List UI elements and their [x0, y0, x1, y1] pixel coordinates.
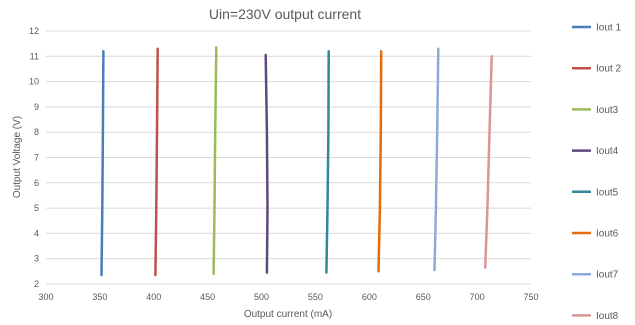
- legend-label: Iout8: [596, 311, 619, 322]
- x-tick-label: 650: [416, 292, 431, 302]
- y-tick-label: 7: [34, 153, 39, 163]
- series-line-1: [100, 49, 105, 277]
- series-line-8: [483, 55, 493, 269]
- legend-item: Iout5: [572, 187, 619, 198]
- legend-label: Iout5: [596, 187, 619, 198]
- legend-label: Iout 1: [596, 23, 621, 34]
- legend-item: Iout4: [572, 146, 619, 157]
- y-tick-label: 3: [34, 254, 39, 264]
- x-tick-label: 600: [362, 292, 377, 302]
- legend-item: Iout 1: [572, 23, 621, 34]
- x-tick-label: 700: [470, 292, 485, 302]
- legend-label: Iout4: [596, 146, 619, 157]
- chart-title: Uin=230V output current: [209, 6, 361, 22]
- x-tick-label: 750: [523, 292, 538, 302]
- y-tick-label: 6: [34, 178, 39, 188]
- legend-item: Iout7: [572, 270, 619, 281]
- y-tick-label: 4: [34, 228, 39, 238]
- legend: Iout 1 Iout 2 Iout3 Iout4 Iout5 Iout6 Iout7 Iou…: [572, 23, 621, 322]
- x-tick-label: 400: [146, 292, 161, 302]
- y-tick-label: 8: [34, 127, 39, 137]
- series-line-7: [433, 47, 440, 272]
- y-tick-labels: 2 3 4 5 6 7 8 9 10 11 12: [29, 26, 39, 289]
- x-tick-label: 350: [92, 292, 107, 302]
- legend-label: Iout 2: [596, 64, 621, 75]
- x-tick-label: 300: [38, 292, 53, 302]
- series-line-2: [154, 47, 159, 277]
- y-tick-label: 5: [34, 203, 39, 213]
- legend-item: Iout 2: [572, 64, 621, 75]
- series-line-5: [325, 49, 330, 274]
- y-tick-label: 10: [29, 77, 39, 87]
- legend-item: Iout8: [572, 311, 619, 322]
- gridlines: [46, 30, 531, 285]
- series-line-3: [212, 46, 218, 276]
- x-axis-label: Output current (mA): [244, 309, 332, 320]
- y-tick-label: 2: [34, 279, 39, 289]
- legend-label: Iout3: [596, 105, 619, 116]
- legend-item: Iout6: [572, 229, 619, 240]
- series-lines: [100, 46, 493, 277]
- legend-label: Iout6: [596, 229, 619, 240]
- y-axis-label: Output Voltage (V): [12, 116, 23, 198]
- y-tick-label: 11: [30, 51, 39, 61]
- y-tick-label: 12: [29, 26, 39, 36]
- legend-item: Iout3: [572, 105, 619, 116]
- x-tick-label: 550: [308, 292, 323, 302]
- legend-label: Iout7: [596, 270, 619, 281]
- x-tick-label: 500: [254, 292, 269, 302]
- x-tick-labels: 300 350 400 450 500 550 600 650 700 750: [38, 292, 538, 302]
- x-tick-label: 450: [200, 292, 215, 302]
- y-tick-label: 9: [34, 102, 39, 112]
- series-line-4: [264, 53, 269, 274]
- series-line-6: [377, 49, 383, 273]
